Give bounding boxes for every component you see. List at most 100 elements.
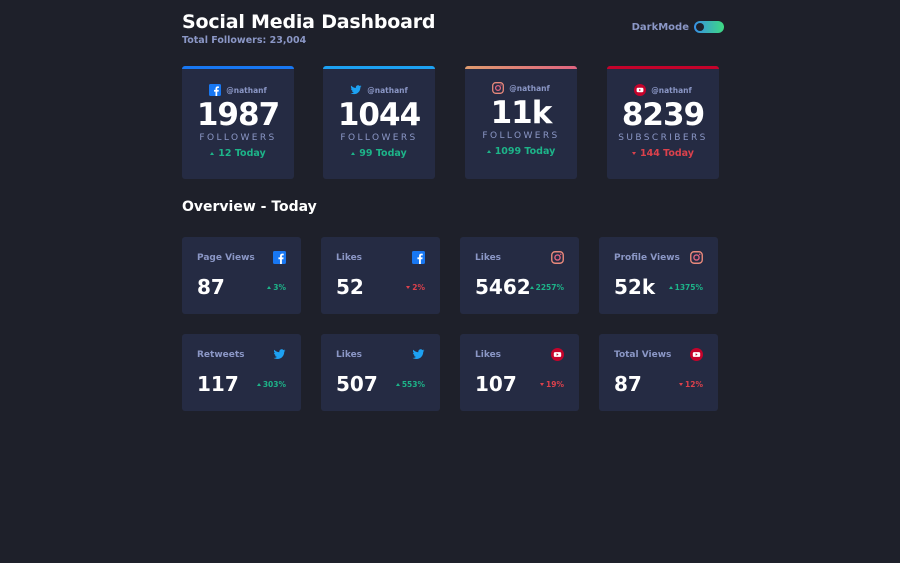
- card-metric: FOLLOWERS: [199, 133, 277, 143]
- instagram-icon: [690, 251, 703, 264]
- arrow-up-icon: [486, 150, 491, 153]
- overview-card-page-views[interactable]: Page Views 87 3%: [182, 237, 301, 314]
- toggle-knob: [696, 23, 704, 31]
- card-today: 12 Today: [182, 148, 294, 159]
- twitter-icon: [412, 349, 425, 359]
- card-today-value: 144 Today: [640, 148, 694, 159]
- card-youtube[interactable]: @nathanf 8239 SUBSCRIBERS 144 Today: [607, 66, 719, 179]
- card-accent-bar: [182, 66, 294, 69]
- card-metric: SUBSCRIBERS: [618, 133, 708, 143]
- facebook-icon: [209, 84, 222, 96]
- card-today: 144 Today: [607, 148, 719, 159]
- dark-mode-label: DarkMode: [631, 21, 689, 33]
- card-today-value: 12 Today: [218, 148, 266, 159]
- overview-value: 87: [197, 275, 225, 299]
- overview-label: Likes: [336, 253, 363, 263]
- overview-label: Total Views: [614, 350, 672, 360]
- overview-label: Page Views: [197, 253, 255, 263]
- overview-change: 19%: [540, 380, 564, 389]
- overview-label: Profile Views: [614, 253, 680, 263]
- overview-card-profile-views[interactable]: Profile Views 52k 1375%: [599, 237, 718, 314]
- card-handle: @nathanf: [509, 83, 550, 93]
- overview-change: 1375%: [668, 283, 703, 292]
- overview-card-total-views[interactable]: Total Views 87 12%: [599, 334, 718, 411]
- overview-card-likes-instagram[interactable]: Likes 5462 2257%: [460, 237, 579, 314]
- dark-mode-toggle[interactable]: [694, 21, 724, 33]
- youtube-icon: [690, 348, 703, 361]
- card-handle: @nathanf: [651, 85, 692, 95]
- overview-label: Likes: [475, 350, 502, 360]
- overview-change-value: 12%: [685, 380, 703, 389]
- overview-change: 3%: [267, 283, 286, 292]
- overview-title: Overview - Today: [182, 199, 317, 215]
- overview-change: 2257%: [529, 283, 564, 292]
- overview-card-likes-youtube[interactable]: Likes 107 19%: [460, 334, 579, 411]
- twitter-icon: [273, 349, 286, 359]
- overview-card-retweets[interactable]: Retweets 117 303%: [182, 334, 301, 411]
- arrow-up-icon: [256, 383, 261, 386]
- twitter-icon: [350, 85, 362, 95]
- overview-change: 2%: [406, 283, 425, 292]
- arrow-up-icon: [529, 286, 534, 289]
- overview-change: 553%: [395, 380, 425, 389]
- overview-card-likes-twitter[interactable]: Likes 507 553%: [321, 334, 440, 411]
- overview-card-likes-facebook[interactable]: Likes 52 2%: [321, 237, 440, 314]
- overview-change-value: 19%: [546, 380, 564, 389]
- overview-change-value: 3%: [273, 283, 286, 292]
- card-handle: @nathanf: [367, 85, 408, 95]
- instagram-icon: [551, 251, 564, 264]
- overview-value: 52: [336, 275, 364, 299]
- overview-value: 507: [336, 372, 378, 396]
- overview-change-value: 1375%: [674, 283, 703, 292]
- overview-value: 107: [475, 372, 517, 396]
- overview-value: 87: [614, 372, 642, 396]
- card-facebook[interactable]: @nathanf 1987 FOLLOWERS 12 Today: [182, 66, 294, 179]
- arrow-down-icon: [406, 286, 411, 289]
- card-instagram[interactable]: @nathanf 11k FOLLOWERS 1099 Today: [465, 66, 577, 179]
- overview-change-value: 2257%: [535, 283, 564, 292]
- total-followers: Total Followers: 23,004: [182, 35, 307, 46]
- arrow-up-icon: [267, 286, 272, 289]
- card-metric: FOLLOWERS: [482, 131, 560, 141]
- arrow-up-icon: [395, 383, 400, 386]
- card-today: 99 Today: [323, 148, 435, 159]
- card-count: 1987: [196, 97, 280, 133]
- card-today-value: 99 Today: [359, 148, 407, 159]
- instagram-icon: [492, 82, 505, 94]
- overview-label: Likes: [336, 350, 363, 360]
- youtube-icon: [634, 84, 647, 96]
- arrow-down-icon: [679, 383, 684, 386]
- dashboard-header: Social Media Dashboard Total Followers: …: [182, 10, 724, 46]
- overview-change-value: 303%: [262, 380, 286, 389]
- card-count: 1044: [337, 97, 421, 133]
- overview-change-value: 2%: [412, 283, 425, 292]
- card-twitter[interactable]: @nathanf 1044 FOLLOWERS 99 Today: [323, 66, 435, 179]
- facebook-icon: [412, 251, 425, 264]
- overview-label: Retweets: [197, 350, 245, 360]
- overview-label: Likes: [475, 253, 502, 263]
- page-title: Social Media Dashboard: [182, 11, 436, 33]
- overview-value: 5462: [475, 275, 531, 299]
- arrow-up-icon: [668, 286, 673, 289]
- card-metric: FOLLOWERS: [340, 133, 418, 143]
- overview-value: 52k: [614, 275, 656, 299]
- card-count: 8239: [621, 97, 705, 133]
- arrow-up-icon: [351, 152, 356, 155]
- overview-value: 117: [197, 372, 239, 396]
- card-today-value: 1099 Today: [494, 146, 556, 157]
- arrow-up-icon: [210, 152, 215, 155]
- card-today: 1099 Today: [465, 146, 577, 157]
- card-accent-bar: [607, 66, 719, 69]
- overview-change: 303%: [256, 380, 286, 389]
- card-accent-bar: [465, 66, 577, 69]
- arrow-down-icon: [540, 383, 545, 386]
- dark-mode-toggle-group: DarkMode: [632, 21, 724, 33]
- overview-change: 12%: [679, 380, 703, 389]
- facebook-icon: [273, 251, 286, 264]
- card-accent-bar: [323, 66, 435, 69]
- card-handle: @nathanf: [226, 85, 267, 95]
- youtube-icon: [551, 348, 564, 361]
- overview-change-value: 553%: [401, 380, 425, 389]
- arrow-down-icon: [632, 152, 636, 155]
- card-count: 11k: [490, 95, 553, 131]
